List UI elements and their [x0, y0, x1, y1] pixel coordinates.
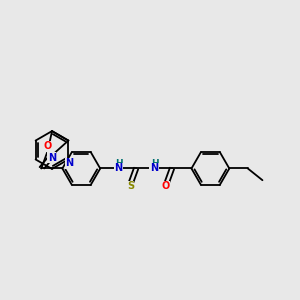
Text: N: N [48, 153, 56, 163]
Text: N: N [114, 164, 122, 173]
Text: S: S [127, 181, 134, 191]
Text: O: O [161, 181, 170, 191]
Text: H: H [115, 159, 123, 168]
Text: H: H [151, 159, 159, 168]
Text: N: N [150, 164, 158, 173]
Text: O: O [44, 141, 52, 151]
Text: N: N [65, 158, 74, 169]
